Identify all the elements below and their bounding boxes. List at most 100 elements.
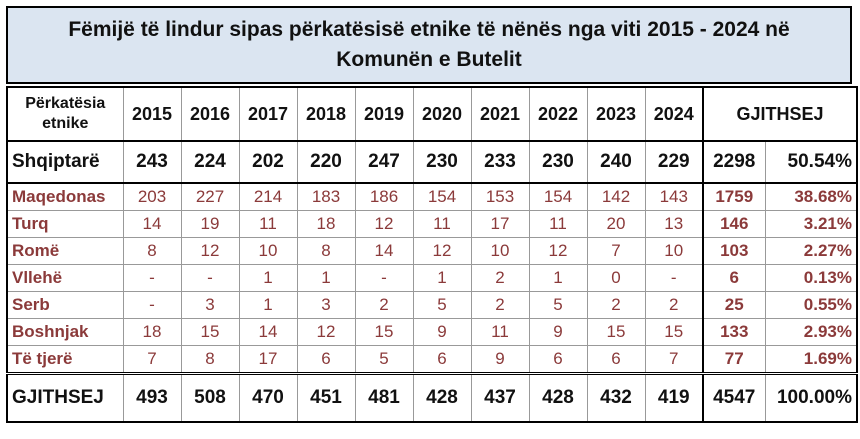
value-cell: 183 [296,182,356,211]
percent-cell: 2.27% [764,237,858,265]
year-header: 2022 [528,86,588,142]
value-cell: 2 [586,291,646,319]
value-cell: 1 [238,291,298,319]
value-cell: 153 [470,182,530,211]
value-cell: - [354,264,414,292]
value-cell: 227 [180,182,240,211]
value-cell: 8 [296,237,356,265]
value-cell: 7 [586,237,646,265]
value-cell: 230 [528,140,588,184]
value-cell: 12 [354,210,414,238]
year-header: 2019 [354,86,414,142]
value-cell: 481 [354,372,414,423]
value-cell: 6 [586,345,646,374]
percent-cell: 0.55% [764,291,858,319]
year-header: 2017 [238,86,298,142]
value-cell: 0 [586,264,646,292]
value-cell: 2 [470,264,530,292]
header-row: Përkatësia etnike 2015 2016 2017 2018 2019 202… [6,86,858,142]
percent-cell: 1.69% [764,345,858,374]
value-cell: 12 [180,237,240,265]
value-cell: 247 [354,140,414,184]
ethnic-row: Romë 8 12 10 8 14 12 10 12 7 10 103 2.27% [6,237,858,265]
value-cell: - [644,264,704,292]
value-cell: 1 [238,264,298,292]
value-cell: 10 [644,237,704,265]
percent-cell: 2.93% [764,318,858,346]
value-cell: 9 [412,318,472,346]
total-cell: 133 [702,318,766,346]
total-cell: 6 [702,264,766,292]
value-cell: 432 [586,372,646,423]
value-cell: 5 [412,291,472,319]
value-cell: 20 [586,210,646,238]
value-cell: 220 [296,140,356,184]
table-wrapper: Fëmijë të lindur sipas përkatësisë etnik… [6,6,858,423]
value-cell: 11 [470,318,530,346]
total-header: GJITHSEJ [702,86,858,142]
value-cell: 17 [470,210,530,238]
data-table: Përkatësia etnike 2015 2016 2017 2018 2019 202… [6,86,858,423]
ethnic-row: Turq 14 19 11 18 12 11 17 11 20 13 146 3.21% [6,210,858,238]
percent-cell: 100.00% [764,372,858,423]
value-cell: 6 [412,345,472,374]
value-cell: 3 [180,291,240,319]
value-cell: 5 [528,291,588,319]
value-cell: 1 [296,264,356,292]
value-cell: 493 [122,372,182,423]
value-cell: 243 [122,140,182,184]
table-body: Përkatësia etnike 2015 2016 2017 2018 2019 202… [6,86,858,423]
value-cell: - [180,264,240,292]
value-cell: 18 [296,210,356,238]
percent-cell: 0.13% [764,264,858,292]
row-label: Maqedonas [6,182,124,211]
value-cell: 428 [528,372,588,423]
year-header: 2023 [586,86,646,142]
row-label: Serb [6,291,124,319]
year-header: 2016 [180,86,240,142]
value-cell: 9 [470,345,530,374]
ethnic-row: Vllehë - -1 1-1 2 1 0-6 0.13% [6,264,858,292]
value-cell: 12 [412,237,472,265]
year-header: 2020 [412,86,472,142]
value-cell: 2 [354,291,414,319]
total-cell: 4547 [702,372,766,423]
main-row: Shqiptarë 243 224 202 220 247 230 233 230 240 229 2… [6,140,858,184]
value-cell: 437 [470,372,530,423]
value-cell: 154 [528,182,588,211]
value-cell: 14 [354,237,414,265]
value-cell: 451 [296,372,356,423]
value-cell: 428 [412,372,472,423]
value-cell: 203 [122,182,182,211]
year-header: 2015 [122,86,182,142]
value-cell: 15 [644,318,704,346]
value-cell: 8 [180,345,240,374]
value-cell: 8 [122,237,182,265]
title-box: Fëmijë të lindur sipas përkatësisë etnik… [6,6,852,84]
value-cell: 12 [296,318,356,346]
ethnic-row: Boshnjak 18 15 14 12 15 9 11 9 15 15 133 2.93% [6,318,858,346]
value-cell: 15 [586,318,646,346]
value-cell: 1 [528,264,588,292]
value-cell: 12 [528,237,588,265]
total-cell: 1759 [702,182,766,211]
percent-cell: 38.68% [764,182,858,211]
value-cell: 230 [412,140,472,184]
row-label: Boshnjak [6,318,124,346]
value-cell: 7 [644,345,704,374]
value-cell: 214 [238,182,298,211]
title-line: Fëmijë të lindur sipas përkatësisë etnik… [68,18,790,41]
total-cell: 146 [702,210,766,238]
header-cell: Përkatësia etnike [6,86,124,142]
total-cell: 77 [702,345,766,374]
value-cell: 7 [122,345,182,374]
value-cell: 508 [180,372,240,423]
value-cell: 3 [296,291,356,319]
row-label: Të tjerë [6,345,124,374]
total-cell: 2298 [702,140,766,184]
value-cell: 6 [528,345,588,374]
row-label: Shqiptarë [6,140,124,184]
value-cell: 202 [238,140,298,184]
value-cell: 233 [470,140,530,184]
